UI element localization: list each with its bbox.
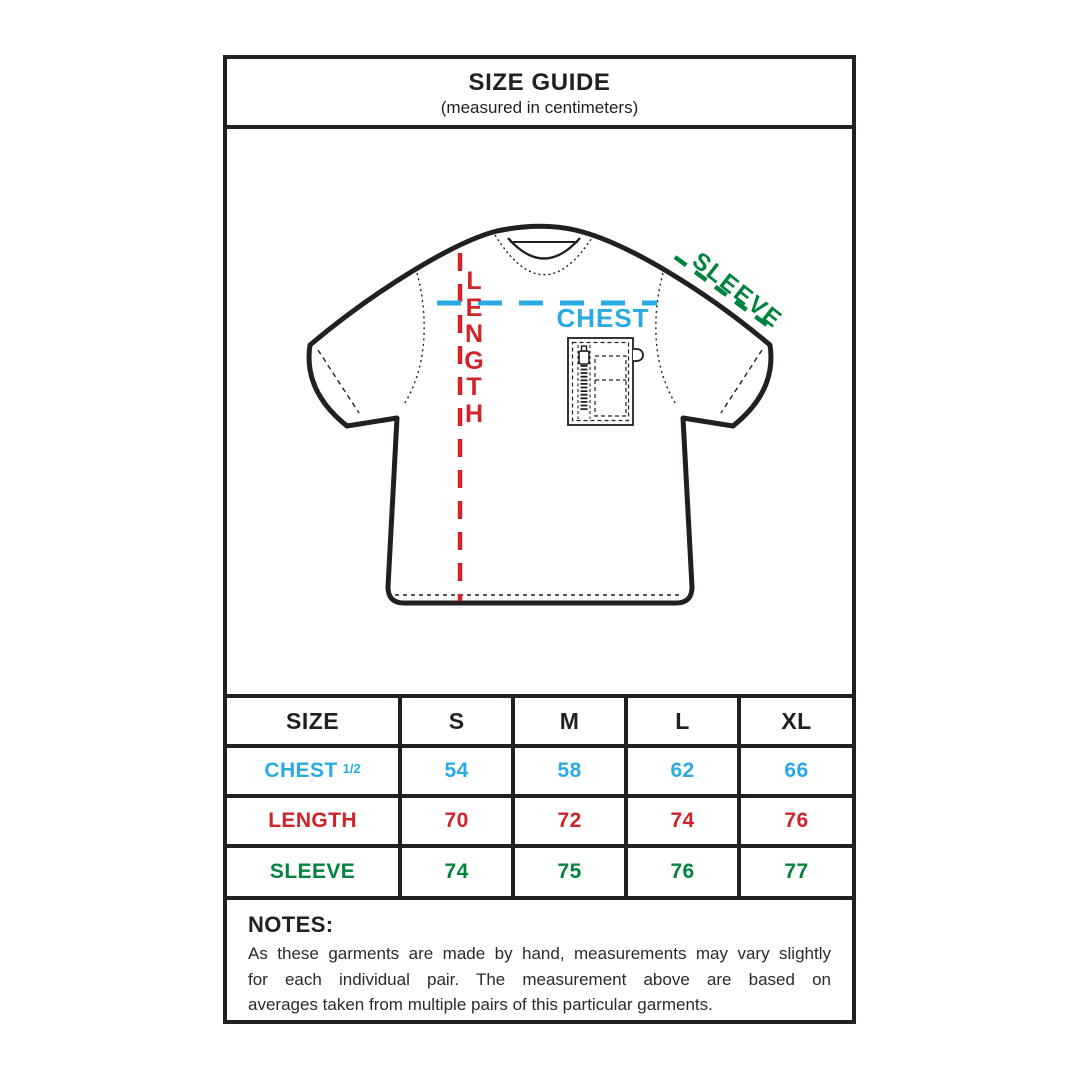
size-guide-frame: SIZE GUIDE (measured in centimeters) xyxy=(223,55,856,1024)
notes-line: As these garments are made by hand, meas… xyxy=(248,944,831,963)
right-cuff-stitch xyxy=(720,349,763,414)
title-section: SIZE GUIDE (measured in centimeters) xyxy=(227,59,852,129)
tshirt-diagram-section: L E N G T H CHEST SLEEVE xyxy=(227,129,852,694)
size-table: SIZE S M L XL CHEST 1/2 54 58 62 66 LENGT… xyxy=(227,694,852,896)
row-label-text: CHEST xyxy=(264,759,338,782)
cell-chest-xl: 66 xyxy=(737,744,852,798)
row-label-length: LENGTH xyxy=(227,794,403,848)
tshirt-diagram xyxy=(306,223,777,606)
pocket-inner-stitch xyxy=(594,355,627,417)
page-title: SIZE GUIDE xyxy=(468,69,611,96)
pocket-side-tab-icon xyxy=(633,348,644,362)
length-letter: H xyxy=(464,399,484,428)
cell-length-xl: 76 xyxy=(737,794,852,848)
length-letter: N xyxy=(464,320,484,348)
cell-sleeve-l: 76 xyxy=(624,844,742,896)
tshirt-outline xyxy=(306,223,774,606)
left-cuff-stitch xyxy=(317,349,360,414)
notes-section: NOTES: As these garments are made by han… xyxy=(227,896,852,1020)
column-header-xl: XL xyxy=(737,694,852,748)
cell-length-l: 74 xyxy=(624,794,742,848)
column-header-m: M xyxy=(511,694,629,748)
length-letter: G xyxy=(464,346,484,375)
row-label-sleeve: SLEEVE xyxy=(227,844,403,896)
row-label-chest: CHEST 1/2 xyxy=(227,744,403,798)
cell-sleeve-s: 74 xyxy=(398,844,516,896)
notes-heading: NOTES: xyxy=(248,912,334,937)
cell-chest-s: 54 xyxy=(398,744,516,798)
cell-chest-l: 62 xyxy=(624,744,742,798)
length-letter: E xyxy=(465,293,483,322)
page-subtitle: (measured in centimeters) xyxy=(440,98,639,117)
half-measure-suffix: 1/2 xyxy=(342,761,361,776)
notes-line: averages taken from multiple pairs of th… xyxy=(248,995,713,1014)
chest-label: CHEST xyxy=(556,303,650,333)
table-row-length: LENGTH 70 72 74 76 xyxy=(227,794,852,848)
table-row-chest: CHEST 1/2 54 58 62 66 xyxy=(227,744,852,798)
column-header-l: L xyxy=(624,694,742,748)
zipper-slider-icon xyxy=(578,350,590,365)
column-header-size: SIZE xyxy=(227,694,403,748)
column-header-s: S xyxy=(398,694,516,748)
sleeve-measure-line xyxy=(673,255,777,333)
cell-chest-m: 58 xyxy=(511,744,629,798)
right-armhole-stitch xyxy=(655,272,678,407)
cell-length-m: 72 xyxy=(511,794,629,848)
table-row-sleeve: SLEEVE 74 75 76 77 xyxy=(227,844,852,896)
size-table-header-row: SIZE S M L XL xyxy=(227,694,852,748)
length-letter: T xyxy=(466,373,482,401)
length-letter: L xyxy=(466,267,482,295)
zipper-pull-icon xyxy=(580,345,588,352)
cell-length-s: 70 xyxy=(398,794,516,848)
cell-sleeve-xl: 77 xyxy=(737,844,852,896)
collar-inner-edge xyxy=(507,237,581,260)
length-label: L E N G T H xyxy=(460,268,488,427)
notes-line: for each individual pair. The measuremen… xyxy=(248,969,831,989)
left-armhole-stitch xyxy=(402,272,425,407)
cell-sleeve-m: 75 xyxy=(511,844,629,896)
chest-pocket xyxy=(567,337,644,426)
collar-outer-stitch-icon xyxy=(494,234,594,276)
